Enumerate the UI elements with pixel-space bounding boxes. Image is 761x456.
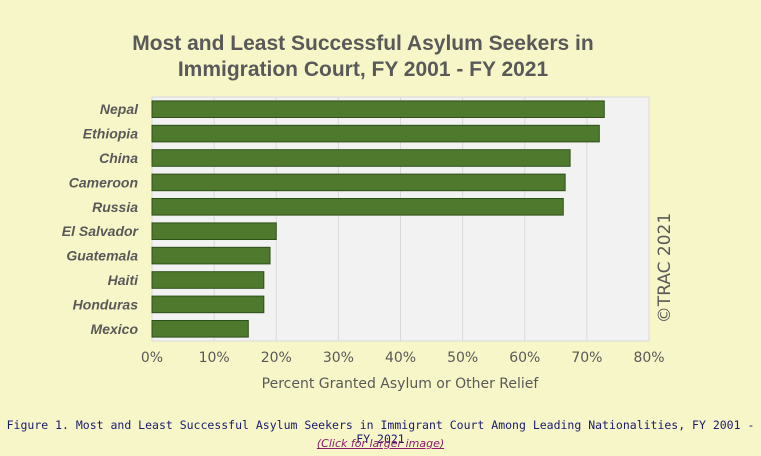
x-tick-label: 30%	[323, 350, 354, 366]
bar-el-salvador	[151, 222, 277, 240]
x-tick-label: 40%	[385, 350, 416, 366]
category-label: El Salvador	[62, 223, 140, 239]
watermark: ©TRAC 2021	[655, 213, 675, 323]
x-tick-labels: 0% 10% 20% 30% 40% 50% 60% 70% 80%	[141, 350, 665, 366]
category-label: Haiti	[108, 272, 139, 288]
larger-image-link[interactable]: (Click for larger image)	[316, 437, 445, 450]
x-tick-label: 20%	[261, 350, 292, 366]
bar-guatemala	[151, 246, 271, 265]
category-labels: Nepal Ethiopia China Cameroon Russia El Salva…	[62, 101, 140, 337]
category-label: Cameroon	[69, 174, 138, 190]
x-tick-label: 0%	[141, 350, 163, 366]
bar-honduras	[151, 295, 265, 314]
category-label: Mexico	[91, 321, 139, 337]
x-tick-label: 80%	[633, 350, 664, 366]
category-label: Ethiopia	[83, 126, 138, 142]
chart: Most and Least Successful Asylum Seekers…	[62, 32, 675, 392]
category-label: Guatemala	[66, 248, 138, 264]
chart-title-line-1: Most and Least Successful Asylum Seekers…	[132, 32, 593, 55]
category-label: China	[99, 150, 138, 166]
category-label: Honduras	[73, 296, 139, 312]
bar-russia	[151, 198, 564, 216]
figure-caption: Figure 1. Most and Least Successful Asyl…	[6, 418, 755, 446]
bars	[151, 100, 605, 338]
bar-mexico	[151, 320, 249, 338]
bar-ethiopia	[151, 124, 600, 143]
category-label: Russia	[92, 199, 138, 215]
bar-cameroon	[151, 173, 566, 192]
x-tick-label: 10%	[199, 350, 230, 366]
x-tick-label: 70%	[571, 350, 602, 366]
x-axis-title: Percent Granted Asylum or Other Relief	[262, 376, 540, 392]
bar-chart-svg: Most and Least Successful Asylum Seekers…	[62, 32, 675, 392]
bar-haiti	[151, 271, 265, 289]
category-label: Nepal	[100, 101, 139, 117]
chart-title-line-2: Immigration Court, FY 2001 - FY 2021	[178, 58, 549, 81]
x-tick-label: 60%	[509, 350, 540, 366]
bar-nepal	[151, 100, 605, 118]
bar-china	[151, 149, 571, 167]
x-tick-label: 50%	[447, 350, 478, 366]
